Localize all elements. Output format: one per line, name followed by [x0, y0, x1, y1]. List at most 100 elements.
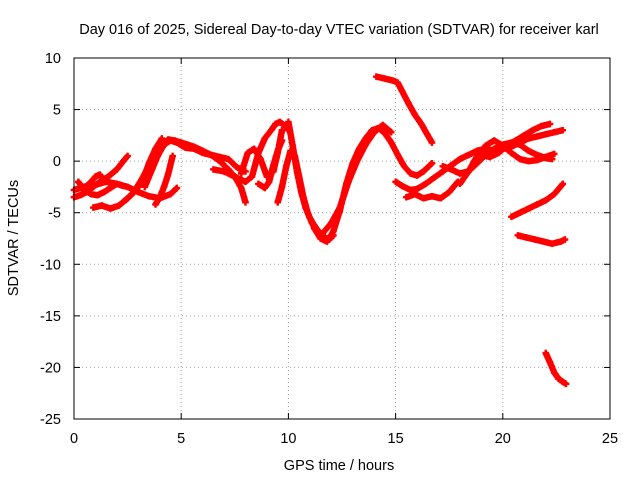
data-point: [531, 236, 539, 243]
data-point: [392, 178, 399, 185]
data-point: [405, 100, 412, 107]
axis-ticks: 0 5 10 15 20 25 10 5 0 -5 -10 -15 -20 -25: [40, 51, 618, 447]
y-tick-label: 5: [53, 103, 61, 119]
data-point: [165, 170, 172, 177]
data-point: [516, 209, 524, 216]
x-tick-label: 5: [177, 431, 185, 447]
data-point: [317, 235, 324, 242]
data-point: [542, 131, 549, 138]
x-tick-label: 20: [495, 431, 511, 447]
data-point: [167, 190, 174, 198]
data-point: [257, 155, 264, 163]
data-point: [439, 163, 446, 170]
y-tick-label: -10: [40, 257, 61, 273]
data-point: [158, 135, 166, 142]
data-point: [428, 139, 436, 146]
data-point: [145, 193, 153, 200]
data-point: [268, 127, 275, 134]
series-track-07: [141, 137, 249, 191]
data-point: [87, 190, 95, 198]
x-tick-label: 15: [388, 431, 404, 447]
data-point: [418, 120, 425, 128]
data-point: [154, 152, 161, 160]
data-point: [540, 238, 547, 245]
data-point: [394, 151, 401, 159]
data-point: [420, 195, 427, 202]
data-point: [298, 188, 305, 196]
data-point: [173, 184, 181, 192]
data-point: [420, 168, 427, 175]
data-point: [238, 184, 245, 192]
data-point: [398, 182, 406, 190]
data-point: [173, 139, 181, 146]
data-point: [90, 204, 97, 211]
data-point: [199, 149, 206, 157]
data-point: [244, 149, 251, 157]
data-point: [557, 238, 564, 245]
x-tick-label: 25: [602, 431, 618, 447]
data-point: [210, 166, 217, 173]
y-tick-label: -25: [40, 412, 61, 428]
data-point: [478, 151, 485, 159]
data-marker-trace: [508, 180, 566, 220]
data-point: [115, 202, 123, 209]
data-point: [456, 155, 464, 163]
data-point: [381, 75, 389, 82]
data-marker-trace: [285, 118, 322, 235]
data-point: [147, 168, 155, 175]
data-point: [542, 349, 549, 357]
data-point: [265, 178, 273, 185]
data-point: [516, 141, 524, 148]
data-point: [278, 127, 286, 134]
data-point: [448, 166, 455, 173]
data-point: [124, 183, 131, 191]
data-point: [546, 120, 554, 128]
data-point: [272, 120, 279, 128]
data-point: [551, 150, 558, 158]
data-point: [113, 166, 121, 173]
data-point: [428, 160, 436, 167]
data-point: [270, 162, 277, 169]
data-points: [70, 73, 570, 388]
data-point: [293, 168, 301, 175]
data-point: [411, 111, 419, 118]
data-point: [381, 130, 389, 137]
data-point: [388, 129, 395, 136]
series-track-11: [255, 137, 286, 192]
data-point: [446, 188, 453, 196]
data-point: [261, 184, 269, 192]
data-point: [521, 132, 528, 139]
data-point: [169, 152, 176, 160]
data-point: [278, 137, 286, 144]
series-track-15: [319, 121, 395, 237]
data-point: [503, 142, 511, 149]
data-point: [255, 180, 262, 188]
data-point: [336, 204, 344, 211]
data-point: [400, 163, 408, 170]
data-point: [77, 191, 84, 199]
data-point: [233, 164, 241, 171]
plot-frame: [73, 57, 611, 420]
data-point: [516, 155, 524, 163]
y-tick-label: 0: [53, 154, 61, 170]
y-tick-label: 10: [45, 51, 61, 67]
data-point: [107, 205, 114, 212]
data-point: [413, 185, 421, 193]
data-point: [130, 188, 138, 196]
series-track-16: [373, 73, 436, 146]
data-point: [388, 139, 395, 146]
data-point: [555, 375, 562, 382]
series-track-22: [508, 180, 567, 221]
data-point: [139, 174, 146, 181]
data-point: [310, 224, 318, 232]
data-point: [242, 199, 249, 206]
data-point: [491, 145, 498, 152]
data-point: [529, 127, 537, 134]
data-point: [122, 197, 129, 204]
data-point: [390, 77, 397, 84]
data-point: [100, 188, 108, 196]
y-tick-label: -20: [40, 360, 61, 376]
data-point: [407, 170, 414, 177]
series-track-20: [456, 137, 558, 188]
